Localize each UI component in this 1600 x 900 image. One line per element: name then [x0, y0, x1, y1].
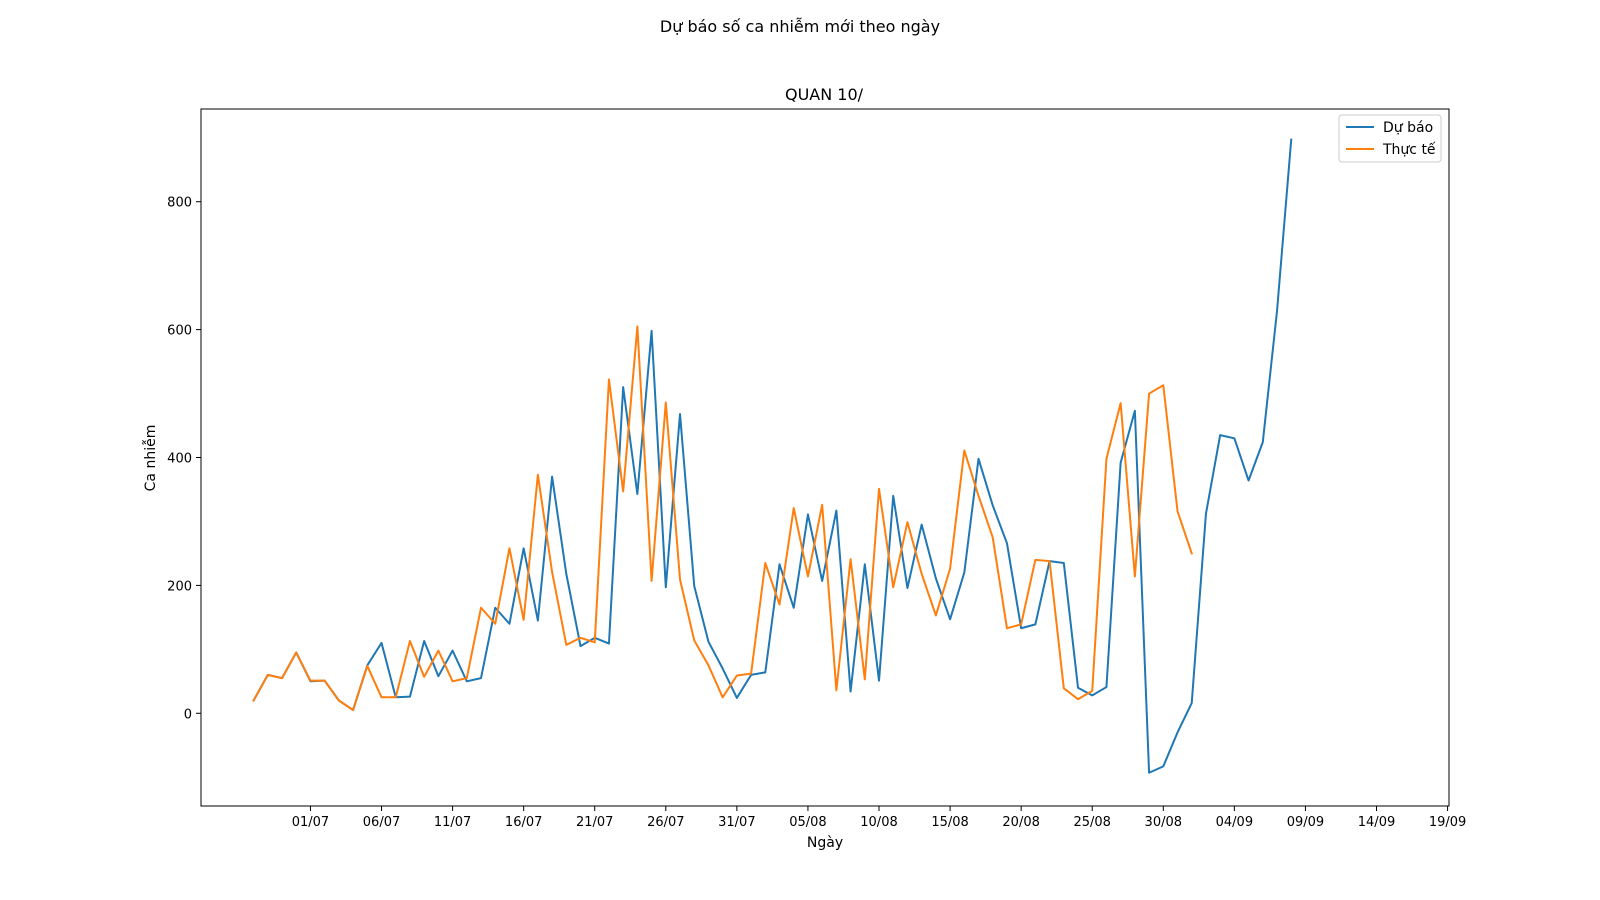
y-tick-label: 400 — [167, 452, 192, 467]
x-tick-label: 11/07 — [434, 815, 471, 830]
legend: Dự báo Thực tế — [1338, 114, 1442, 163]
series-line-0 — [252, 138, 1293, 774]
series-line-1 — [252, 325, 1193, 712]
x-tick-label: 31/07 — [718, 815, 755, 830]
chart-suptitle: Dự báo số ca nhiễm mới theo ngày — [660, 17, 940, 36]
y-axis-label: Ca nhiễm — [142, 425, 159, 492]
x-tick-label: 14/09 — [1358, 815, 1395, 830]
x-tick-label: 06/07 — [363, 815, 400, 830]
legend-label-forecast: Dự báo — [1383, 120, 1433, 136]
x-tick-label: 09/09 — [1287, 815, 1324, 830]
legend-label-actual: Thực tế — [1382, 141, 1436, 158]
x-axis-label: Ngày — [807, 835, 843, 851]
x-tick-label: 04/09 — [1216, 815, 1253, 830]
x-tick-label: 16/07 — [505, 815, 542, 830]
plot-area — [201, 109, 1449, 806]
x-tick-label: 01/07 — [292, 815, 329, 830]
x-tick-label: 30/08 — [1145, 815, 1182, 830]
x-axis: 01/07 06/07 11/07 16/07 21/07 26/07 31/07 05/08… — [292, 806, 1466, 830]
x-tick-label: 19/09 — [1429, 815, 1466, 830]
x-tick-label: 26/07 — [647, 815, 684, 830]
x-tick-label: 15/08 — [931, 815, 968, 830]
y-tick-label: 0 — [184, 707, 192, 722]
y-axis: 0 200 400 600 800 — [167, 196, 201, 722]
y-tick-label: 600 — [167, 324, 192, 339]
y-tick-label: 800 — [167, 196, 192, 211]
x-tick-label: 21/07 — [576, 815, 613, 830]
x-tick-label: 20/08 — [1002, 815, 1039, 830]
chart-title: QUAN 10/ — [785, 85, 864, 104]
x-tick-label: 05/08 — [789, 815, 826, 830]
x-tick-label: 10/08 — [860, 815, 897, 830]
y-tick-label: 200 — [167, 579, 192, 594]
x-tick-label: 25/08 — [1073, 815, 1110, 830]
series-layer — [252, 138, 1293, 774]
